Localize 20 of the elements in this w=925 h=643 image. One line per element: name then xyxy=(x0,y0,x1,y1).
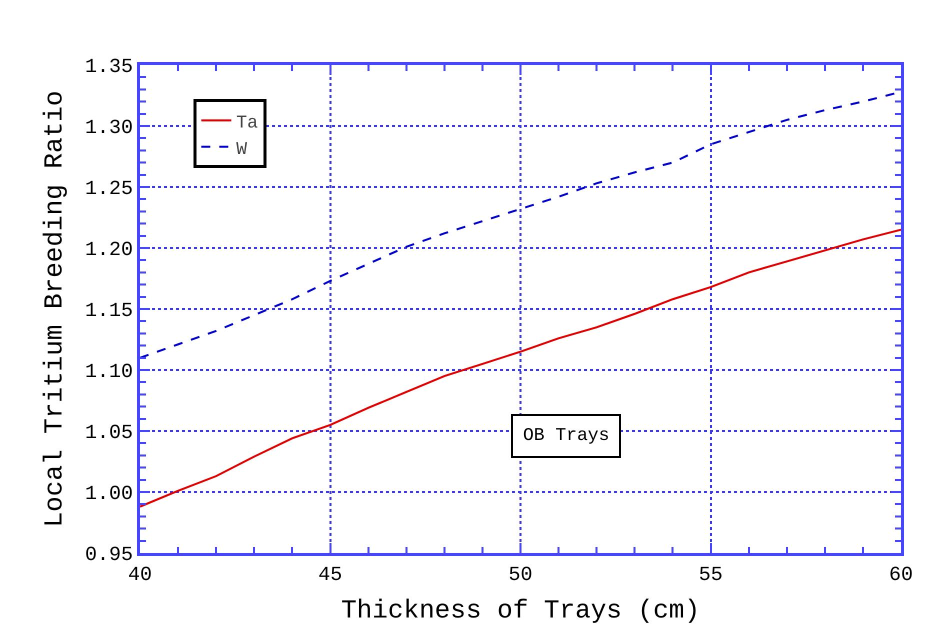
y-tick-label: 0.95 xyxy=(84,544,133,567)
y-tick-label: 1.20 xyxy=(84,239,133,262)
line-series xyxy=(140,228,901,508)
x-axis-title: Thickness of Trays (cm) xyxy=(341,596,700,626)
x-tick-label: 40 xyxy=(128,564,152,587)
legend-label: Ta xyxy=(236,113,258,134)
y-tick-label: 1.10 xyxy=(84,361,133,384)
y-tick-label: 1.25 xyxy=(84,178,133,201)
x-tick-label: 50 xyxy=(508,564,533,587)
x-tick-label: 60 xyxy=(888,564,914,587)
x-tick-label: 55 xyxy=(698,564,723,587)
y-tick-label: 1.30 xyxy=(84,117,133,140)
x-tick-label: 45 xyxy=(318,564,342,587)
y-tick-label: 1.15 xyxy=(84,300,133,323)
legend-label: W xyxy=(236,140,248,160)
y-tick-label: 1.05 xyxy=(84,422,133,445)
y-tick-label: 1.35 xyxy=(84,56,133,79)
y-axis-title: Local Tritium Breeding Ratio xyxy=(39,90,70,528)
y-tick-label: 1.00 xyxy=(84,483,133,506)
annotation: OB Trays xyxy=(523,426,610,446)
